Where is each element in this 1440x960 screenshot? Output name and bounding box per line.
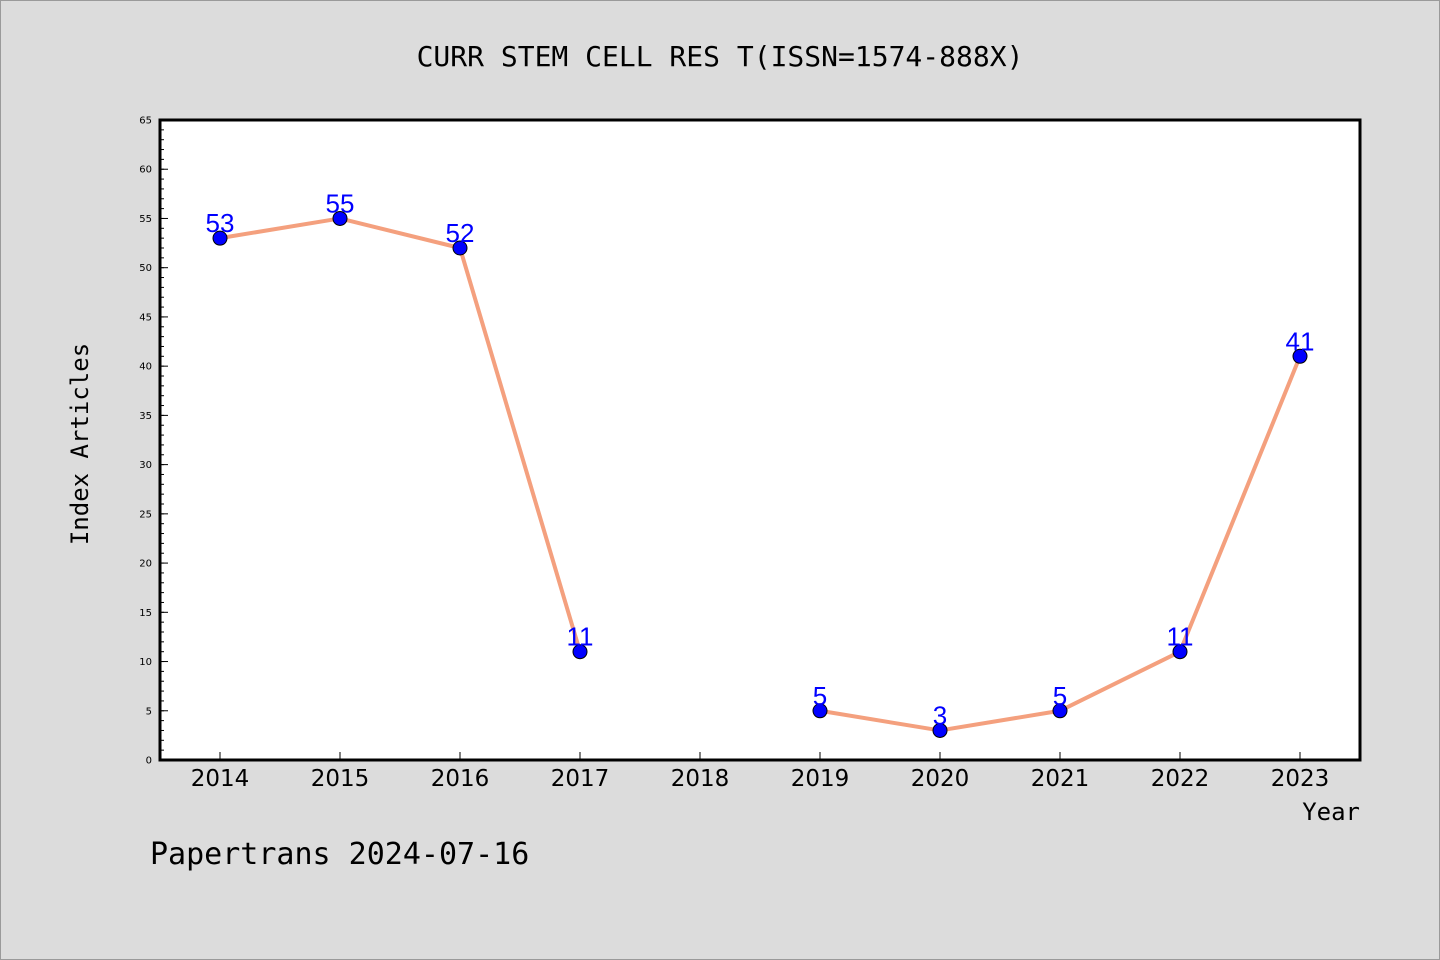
y-tick-label: 25 — [139, 509, 152, 520]
x-tick-label: 2020 — [911, 766, 970, 792]
y-tick-label: 65 — [139, 116, 152, 127]
data-point — [212, 230, 228, 246]
data-point — [452, 240, 468, 256]
series — [212, 210, 1308, 738]
y-tick-label: 55 — [139, 214, 152, 225]
data-point — [1292, 348, 1308, 364]
x-tick-label: 2014 — [191, 766, 250, 792]
y-tick-label: 50 — [139, 263, 152, 274]
x-tick-label: 2019 — [791, 766, 850, 792]
x-tick-label: 2016 — [431, 766, 490, 792]
data-label: 5 — [813, 681, 827, 711]
x-tick-label: 2018 — [671, 766, 730, 792]
footer-text: Papertrans 2024-07-16 — [150, 837, 529, 872]
data-label: 3 — [933, 700, 947, 730]
data-point — [1172, 644, 1188, 660]
y-tick-label: 40 — [139, 362, 152, 373]
x-tick-label: 2017 — [551, 766, 610, 792]
y-axis-title: Index Articles — [66, 343, 94, 545]
data-label: 52 — [446, 218, 475, 248]
y-tick-label: 20 — [139, 559, 152, 570]
x-tick-label: 2023 — [1271, 766, 1330, 792]
y-axis: 0 5 10 15 20 25 30 35 40 45 50 55 60 65 — [139, 116, 168, 767]
x-tick-label: 2021 — [1031, 766, 1090, 792]
data-label: 53 — [206, 208, 235, 238]
data-point — [932, 722, 948, 738]
data-point — [332, 210, 348, 226]
y-tick-label: 10 — [139, 657, 152, 668]
chart-title: CURR STEM CELL RES T(ISSN=1574-888X) — [417, 40, 1024, 73]
x-axis: 2014 2015 2016 2017 2018 2019 2020 2021 2022 2023 — [191, 752, 1330, 792]
data-label: 55 — [326, 188, 355, 218]
y-tick-label: 5 — [146, 706, 152, 717]
y-tick-label: 0 — [146, 756, 152, 767]
data-label: 11 — [567, 622, 594, 652]
y-tick-label: 45 — [139, 312, 152, 323]
y-tick-label: 60 — [139, 165, 152, 176]
x-axis-title: Year — [1302, 798, 1360, 826]
plot-area — [160, 120, 1360, 760]
y-tick-label: 35 — [139, 411, 152, 422]
data-label: 41 — [1286, 326, 1315, 356]
y-tick-label: 30 — [139, 460, 152, 471]
data-point — [812, 703, 828, 719]
series-line — [218, 216, 582, 654]
data-point — [1052, 703, 1068, 719]
x-tick-label: 2022 — [1151, 766, 1210, 792]
x-tick-label: 2015 — [311, 766, 370, 792]
data-label: 5 — [1053, 681, 1067, 711]
data-label: 11 — [1167, 622, 1194, 652]
plot-frame — [158, 118, 1362, 762]
y-tick-label: 15 — [139, 608, 152, 619]
data-point — [572, 644, 588, 660]
